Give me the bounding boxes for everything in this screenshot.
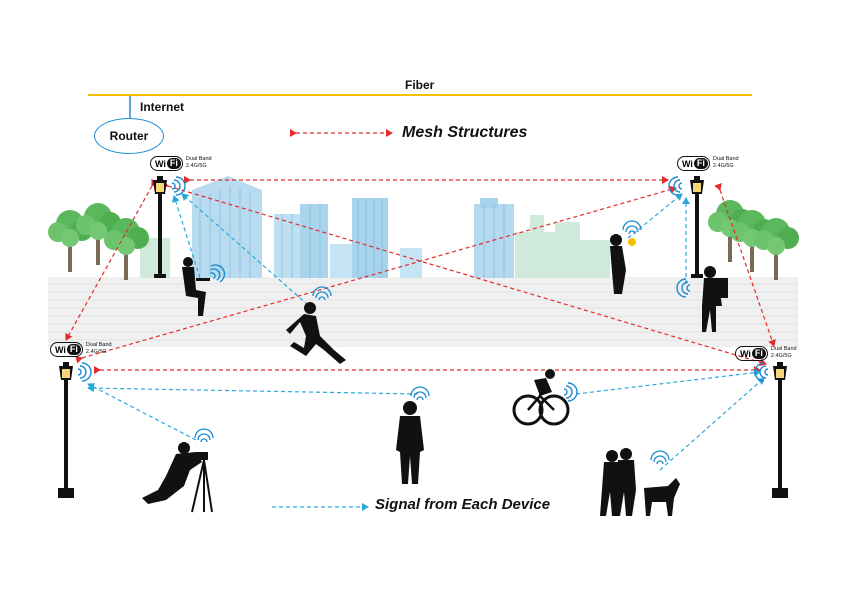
wifi-band-label: Dual Band xyxy=(712,156,739,162)
wifi-band-spec: 2.4G/5G xyxy=(712,163,734,169)
wifi-logo: Wi Fi xyxy=(677,156,710,171)
photographer-with-camera xyxy=(142,428,214,513)
signal-arrows xyxy=(87,193,765,511)
wifi-logo: Wi Fi xyxy=(50,342,83,357)
businessman-on-phone xyxy=(396,386,430,484)
city-buildings xyxy=(192,176,514,278)
lamp-post-bottom-right xyxy=(754,362,788,498)
legend-mesh-structures: Mesh Structures xyxy=(402,124,528,141)
person-on-phone xyxy=(610,220,642,294)
trees-left xyxy=(48,203,149,280)
router-label: Router xyxy=(109,129,149,143)
running-woman xyxy=(286,286,346,364)
lamp-post-top-left xyxy=(153,176,186,278)
fiber-label: Fiber xyxy=(405,78,435,92)
wifi-band-label: Dual Band xyxy=(185,156,212,162)
trees-right xyxy=(708,200,799,280)
hiker-with-backpack xyxy=(676,266,728,332)
router-node: Router xyxy=(94,118,164,154)
legend-signal-from-device: Signal from Each Device xyxy=(375,496,551,513)
wifi-band-label: Dual Band xyxy=(770,346,797,352)
wifi-badge-top-left: Wi Fi Dual Band 2.4G/5G xyxy=(150,156,212,171)
wifi-band-spec: 2.4G/5G xyxy=(770,353,792,359)
wifi-band-spec: 2.4G/5G xyxy=(85,349,107,355)
wifi-badge-bottom-right: Wi Fi Dual Band 2.4G/5G xyxy=(735,346,797,361)
wifi-logo: Wi Fi xyxy=(150,156,183,171)
wifi-band-label: Dual Band xyxy=(85,342,112,348)
wifi-band-spec: 2.4G/5G xyxy=(185,163,207,169)
sitting-person-with-laptop xyxy=(182,257,229,316)
lamp-post-bottom-left xyxy=(58,362,92,498)
mesh-arrows xyxy=(65,129,776,374)
plaza-ground xyxy=(48,277,798,347)
wifi-badge-bottom-left: Wi Fi Dual Band 2.4G/5G xyxy=(50,342,112,357)
cyclist xyxy=(512,369,578,426)
couple-walking-dog xyxy=(600,448,680,516)
internet-label: Internet xyxy=(140,100,185,114)
lamp-post-top-right xyxy=(668,176,704,278)
wifi-logo: Wi Fi xyxy=(735,346,768,361)
wifi-badge-top-right: Wi Fi Dual Band 2.4G/5G xyxy=(677,156,739,171)
